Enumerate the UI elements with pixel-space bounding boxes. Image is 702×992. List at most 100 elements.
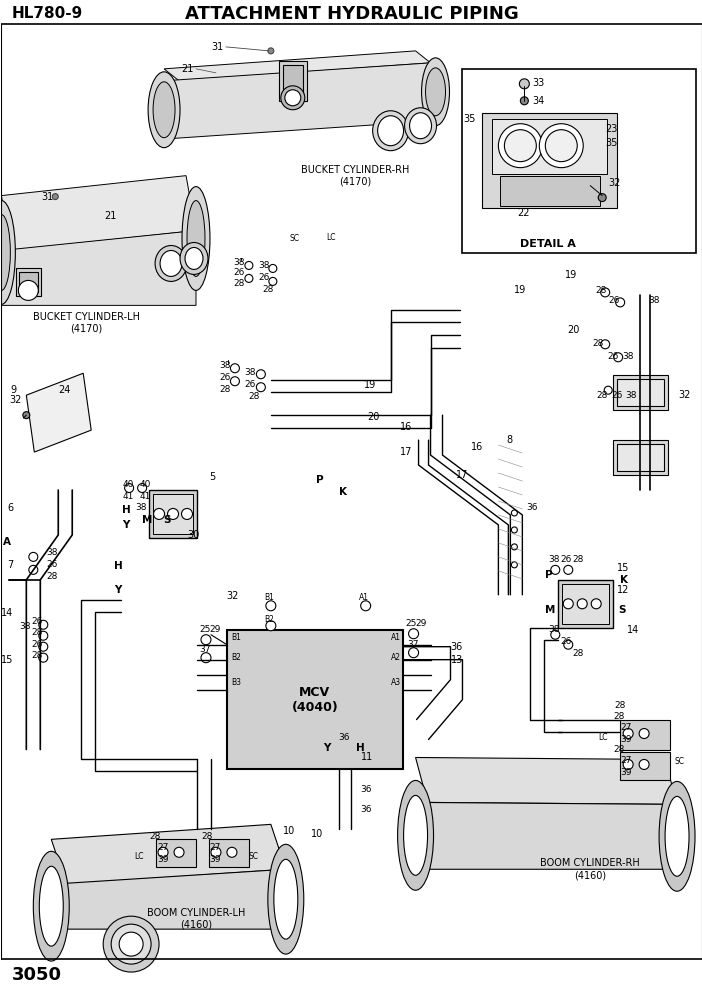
Text: H: H	[356, 742, 364, 753]
Bar	[617, 379, 664, 406]
Text: 13: 13	[451, 655, 463, 665]
Text: 36: 36	[526, 504, 538, 513]
Text: M: M	[142, 515, 152, 525]
Ellipse shape	[539, 124, 583, 168]
Circle shape	[29, 565, 38, 574]
Circle shape	[174, 847, 184, 857]
Circle shape	[614, 353, 623, 362]
Circle shape	[158, 847, 168, 857]
Text: 38: 38	[258, 261, 270, 270]
Text: 40: 40	[122, 479, 133, 488]
Circle shape	[601, 288, 609, 297]
Text: A3: A3	[390, 679, 401, 687]
Bar	[613, 375, 668, 410]
Circle shape	[168, 509, 178, 520]
Ellipse shape	[285, 90, 300, 106]
Text: 41: 41	[122, 492, 133, 502]
Circle shape	[623, 728, 633, 738]
Circle shape	[52, 193, 58, 199]
Text: 28: 28	[595, 286, 607, 295]
Text: 32: 32	[608, 178, 621, 187]
Text: 10: 10	[311, 829, 323, 839]
Text: 38: 38	[219, 361, 230, 370]
Text: 8: 8	[506, 435, 512, 445]
Text: 7: 7	[7, 559, 13, 569]
Circle shape	[604, 386, 612, 394]
Ellipse shape	[373, 111, 409, 151]
Circle shape	[266, 621, 276, 631]
Circle shape	[520, 97, 529, 105]
Bar	[620, 719, 670, 750]
Text: 28: 28	[248, 392, 259, 401]
Text: 29: 29	[209, 625, 220, 634]
Circle shape	[511, 527, 517, 533]
Text: 32: 32	[9, 395, 21, 405]
Text: 26: 26	[244, 380, 256, 389]
Ellipse shape	[153, 81, 175, 138]
Text: 38: 38	[625, 391, 637, 400]
Text: 28: 28	[149, 832, 161, 841]
Circle shape	[256, 370, 265, 379]
Polygon shape	[1, 176, 196, 251]
Text: A: A	[4, 537, 11, 547]
Text: 14: 14	[627, 625, 640, 635]
Text: 21: 21	[182, 63, 194, 73]
Text: 38: 38	[135, 504, 147, 513]
Circle shape	[618, 386, 626, 394]
Ellipse shape	[281, 85, 305, 110]
Text: P: P	[316, 475, 324, 485]
Ellipse shape	[397, 781, 434, 890]
Text: 35: 35	[463, 114, 475, 124]
Circle shape	[639, 728, 649, 738]
Text: 28: 28	[32, 651, 43, 661]
Ellipse shape	[409, 113, 432, 139]
Text: 26: 26	[560, 637, 571, 646]
Bar	[463, 68, 696, 254]
Text: 39: 39	[620, 768, 632, 777]
Text: 3050: 3050	[11, 966, 61, 984]
Text: MCV
(4040): MCV (4040)	[291, 685, 338, 713]
Text: 31: 31	[41, 191, 53, 201]
Circle shape	[211, 847, 221, 857]
Text: 33: 33	[532, 77, 545, 88]
Circle shape	[111, 925, 151, 964]
Text: 28: 28	[46, 572, 58, 581]
Text: 38: 38	[244, 368, 256, 377]
Text: 26: 26	[46, 560, 58, 569]
Text: BUCKET CYLINDER-RH
(4170): BUCKET CYLINDER-RH (4170)	[301, 165, 410, 186]
Text: 17: 17	[399, 447, 412, 457]
Circle shape	[563, 599, 574, 609]
Text: 39: 39	[209, 855, 220, 864]
Circle shape	[269, 265, 277, 273]
Text: 25: 25	[406, 619, 417, 628]
Text: 26: 26	[32, 640, 43, 649]
Ellipse shape	[182, 186, 210, 291]
Circle shape	[409, 629, 418, 639]
Text: LC: LC	[135, 852, 144, 861]
Text: 26: 26	[607, 352, 618, 361]
Bar	[613, 440, 668, 475]
Text: DETAIL A: DETAIL A	[520, 239, 576, 250]
Bar	[279, 61, 307, 101]
Bar	[501, 176, 600, 205]
Text: 38: 38	[648, 296, 660, 305]
Text: Y: Y	[122, 520, 129, 530]
Bar	[156, 839, 196, 867]
Circle shape	[519, 78, 529, 89]
Text: 28: 28	[262, 285, 273, 294]
Ellipse shape	[378, 116, 404, 146]
Circle shape	[201, 635, 211, 645]
Text: 28: 28	[614, 701, 625, 710]
Circle shape	[245, 262, 253, 270]
Circle shape	[511, 561, 517, 567]
Text: 40: 40	[139, 479, 150, 488]
Text: LC: LC	[326, 233, 336, 242]
Text: A1: A1	[390, 633, 401, 642]
Text: 23: 23	[605, 124, 618, 134]
Circle shape	[201, 653, 211, 663]
Text: SC: SC	[290, 234, 300, 243]
Text: 16: 16	[470, 442, 483, 452]
Text: 28: 28	[219, 385, 230, 394]
Text: 14: 14	[1, 608, 13, 618]
Text: 19: 19	[364, 380, 376, 390]
